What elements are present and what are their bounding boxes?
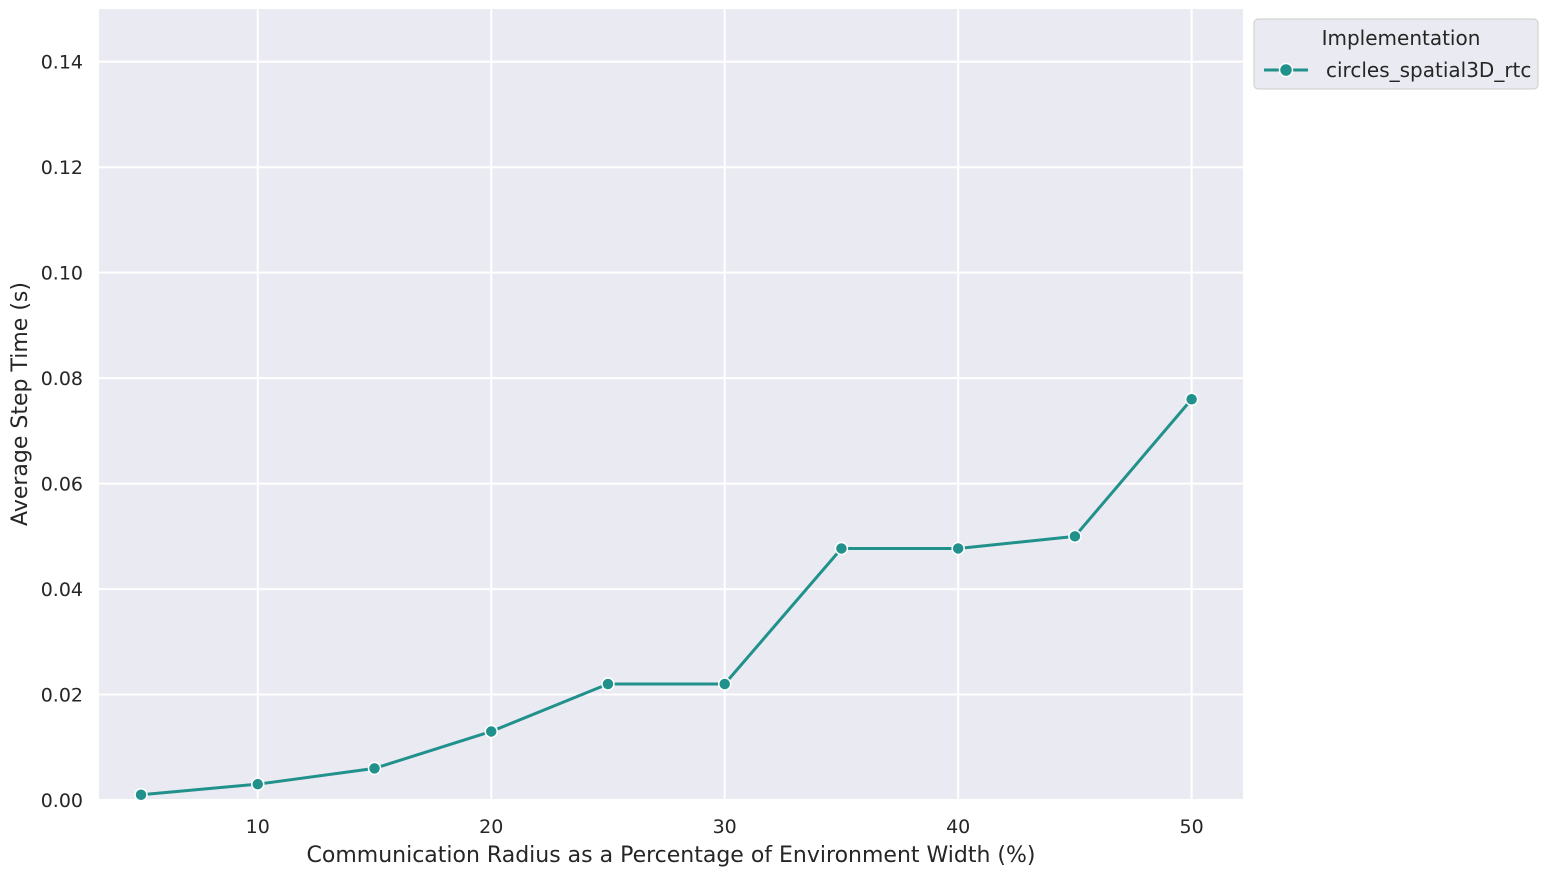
data-point bbox=[1184, 392, 1199, 406]
series-layer bbox=[134, 392, 1199, 802]
y-tick-label: 0.06 bbox=[41, 474, 83, 496]
data-point bbox=[1068, 529, 1082, 544]
y-tick-label: 0.14 bbox=[41, 52, 83, 74]
data-point bbox=[601, 677, 615, 691]
data-point bbox=[484, 724, 498, 739]
data-point bbox=[134, 787, 148, 802]
grid-y bbox=[99, 60, 1243, 801]
data-point bbox=[367, 761, 382, 776]
x-axis-label: Communication Radius as a Percentage of … bbox=[307, 843, 1036, 868]
x-tick-labels: 10 20 30 40 50 bbox=[246, 816, 1204, 838]
legend-box bbox=[1253, 18, 1539, 90]
x-tick-label: 50 bbox=[1180, 816, 1204, 838]
series-line bbox=[140, 398, 1193, 797]
y-tick-label: 0.04 bbox=[41, 579, 83, 601]
y-tick-labels: 0.00 0.02 0.04 0.06 0.08 0.10 0.12 0.14 bbox=[41, 52, 83, 812]
plot-background bbox=[99, 9, 1243, 800]
x-tick-label: 40 bbox=[946, 816, 970, 838]
y-tick-label: 0.12 bbox=[41, 157, 83, 179]
data-point bbox=[951, 541, 965, 556]
y-tick-label: 0.08 bbox=[41, 368, 83, 390]
x-tick-label: 30 bbox=[713, 816, 737, 838]
y-tick-label: 0.00 bbox=[41, 790, 83, 812]
legend-title: Implementation bbox=[1322, 26, 1481, 50]
legend: Implementation circles_spatial3D_rtc bbox=[1253, 18, 1539, 90]
y-tick-label: 0.02 bbox=[41, 685, 83, 707]
data-point bbox=[834, 541, 849, 556]
data-point bbox=[717, 677, 732, 691]
y-axis-label: Average Step Time (s) bbox=[8, 282, 33, 526]
x-tick-label: 20 bbox=[479, 816, 503, 838]
x-tick-label: 10 bbox=[246, 816, 270, 838]
legend-series-marker bbox=[1278, 62, 1294, 78]
legend-series-label: circles_spatial3D_rtc bbox=[1326, 58, 1531, 82]
y-tick-label: 0.10 bbox=[41, 263, 83, 285]
data-point bbox=[251, 777, 265, 791]
